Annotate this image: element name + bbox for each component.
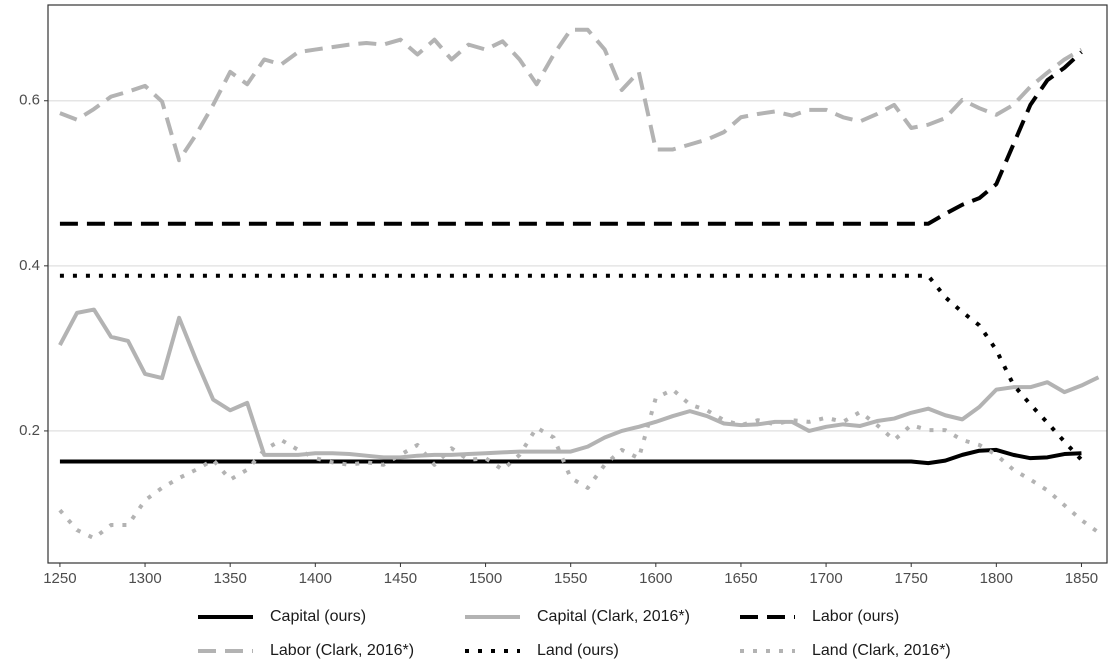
y-tick-label: 0.2 — [19, 422, 40, 439]
x-tick-label: 1350 — [213, 570, 246, 587]
x-tick-label: 1850 — [1065, 570, 1098, 587]
series-line — [59, 27, 1083, 163]
x-tick-label: 1400 — [299, 570, 332, 587]
x-tick-label: 1450 — [384, 570, 417, 587]
legend-label: Capital (Clark, 2016*) — [537, 608, 690, 625]
y-tick-label: 0.6 — [19, 92, 40, 109]
series-line — [58, 387, 1100, 541]
series-line — [58, 307, 1100, 460]
x-tick-label: 1700 — [809, 570, 842, 587]
legend-label: Capital (ours) — [270, 608, 366, 625]
legend-label: Land (ours) — [537, 642, 619, 659]
x-tick-label: 1300 — [128, 570, 161, 587]
series-line — [59, 273, 1083, 462]
x-tick-label: 1500 — [469, 570, 502, 587]
x-tick-label: 1250 — [43, 570, 76, 587]
x-tick-label: 1650 — [724, 570, 757, 587]
legend-label: Labor (Clark, 2016*) — [270, 642, 414, 659]
series-line — [59, 447, 1082, 466]
legend-label: Land (Clark, 2016*) — [812, 642, 951, 659]
legend-label: Labor (ours) — [812, 608, 899, 625]
x-tick-label: 1550 — [554, 570, 587, 587]
x-tick-label: 1600 — [639, 570, 672, 587]
y-tick-label: 0.4 — [19, 257, 40, 274]
x-tick-label: 1800 — [980, 570, 1013, 587]
series-line — [59, 50, 1083, 226]
x-tick-label: 1750 — [895, 570, 928, 587]
plot-border — [47, 4, 1108, 564]
